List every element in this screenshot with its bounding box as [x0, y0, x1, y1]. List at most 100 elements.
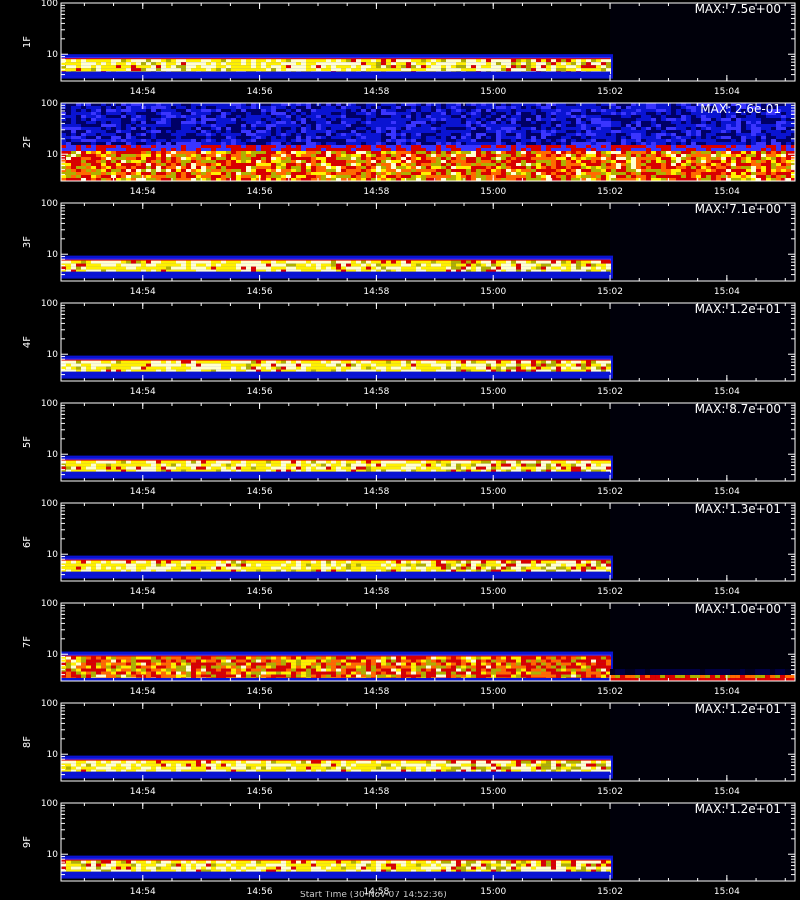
x-tick-label: 14:56 [247, 387, 273, 397]
x-tick-label: 14:58 [363, 287, 389, 297]
y-tick-label: 10 [47, 750, 59, 760]
y-axis-label: 8F [22, 736, 33, 748]
heatmap [61, 303, 795, 381]
y-axis-label: 5F [22, 436, 33, 448]
axes-frame [60, 402, 796, 482]
y-tick-label: 100 [41, 299, 58, 309]
x-tick-label: 14:58 [363, 687, 389, 697]
x-tick-label: 15:02 [597, 87, 623, 97]
heatmap [61, 703, 795, 781]
panel-9f: 10 100 14:54 14:56 14:58 15:00 15:02 15:04 9F MAX… [22, 799, 796, 897]
x-tick-label: 15:02 [597, 487, 623, 497]
panel-5f: 10 100 14:54 14:56 14:58 15:00 15:02 15:04 5F MAX… [22, 399, 796, 497]
y-tick-label: 10 [47, 850, 59, 860]
y-axis-label: 4F [22, 336, 33, 348]
x-tick-label: 14:56 [247, 87, 273, 97]
heatmap [61, 203, 795, 281]
heatmap [61, 403, 795, 481]
x-tick-label: 15:02 [597, 687, 623, 697]
y-tick-label: 10 [47, 50, 59, 60]
y-tick-label: 100 [41, 499, 58, 509]
x-tick-label: 14:54 [130, 787, 156, 797]
x-tick-label: 14:56 [247, 587, 273, 597]
axes-frame [60, 302, 796, 382]
x-tick-label: 15:02 [597, 187, 623, 197]
x-tick-label: 15:02 [597, 387, 623, 397]
y-axis-label: 9F [22, 836, 33, 848]
y-axis-label: 6F [22, 536, 33, 548]
max-label: MAX: 1.0e+00 [695, 602, 781, 616]
axes-frame [60, 102, 796, 182]
panel-1f: 10 100 14:54 14:56 14:58 15:00 15:02 15:04 1F MAX… [22, 0, 796, 97]
y-tick-label: 100 [41, 199, 58, 209]
max-label: MAX: 8.7e+00 [695, 402, 781, 416]
x-tick-label: 15:00 [480, 487, 506, 497]
y-tick-label: 100 [41, 799, 58, 809]
x-tick-label: 15:04 [714, 487, 740, 497]
y-tick-label: 10 [47, 250, 59, 260]
heatmap [61, 603, 795, 681]
x-tick-label: 15:04 [714, 287, 740, 297]
max-label: MAX: 7.1e+00 [695, 202, 781, 216]
x-tick-label: 15:00 [480, 787, 506, 797]
x-tick-label: 15:04 [714, 187, 740, 197]
x-tick-label: 14:56 [247, 187, 273, 197]
x-tick-label: 15:00 [480, 687, 506, 697]
heatmap [61, 103, 795, 181]
y-tick-label: 100 [41, 99, 58, 109]
x-tick-label: 15:02 [597, 287, 623, 297]
panel-2f: 10 100 14:54 14:56 14:58 15:00 15:02 15:04 2F MAX… [22, 99, 796, 197]
x-tick-label: 15:04 [714, 87, 740, 97]
heatmap [61, 3, 795, 81]
panel-6f: 10 100 14:54 14:56 14:58 15:00 15:02 15:04 6F MAX… [22, 499, 796, 597]
axes-frame [60, 602, 796, 682]
y-tick-label: 100 [41, 0, 58, 9]
x-tick-label: 14:58 [363, 387, 389, 397]
x-tick-label: 14:56 [247, 787, 273, 797]
x-tick-label: 15:00 [480, 887, 506, 897]
x-tick-label: 14:58 [363, 587, 389, 597]
axes-frame [60, 502, 796, 582]
x-tick-label: 14:58 [363, 487, 389, 497]
x-tick-label: 14:54 [130, 587, 156, 597]
x-tick-label: 14:54 [130, 887, 156, 897]
x-tick-label: 14:54 [130, 487, 156, 497]
heatmap [61, 803, 795, 881]
x-tick-label: 15:00 [480, 87, 506, 97]
axes-frame [60, 802, 796, 882]
x-tick-label: 14:58 [363, 87, 389, 97]
panel-8f: 10 100 14:54 14:56 14:58 15:00 15:02 15:04 8F MAX… [22, 699, 796, 797]
y-axis-label: 7F [22, 636, 33, 648]
x-tick-label: 15:00 [480, 387, 506, 397]
x-tick-label: 14:58 [363, 787, 389, 797]
x-tick-label: 14:58 [363, 887, 389, 897]
axes-frame [60, 702, 796, 782]
y-tick-label: 10 [47, 350, 59, 360]
bottom-caption: Start Time (30-Nov-07 14:52:36) [300, 891, 447, 900]
y-axis-label: 1F [22, 36, 33, 48]
x-tick-label: 15:04 [714, 387, 740, 397]
y-tick-label: 100 [41, 699, 58, 709]
x-tick-label: 15:02 [597, 887, 623, 897]
x-tick-label: 15:04 [714, 887, 740, 897]
x-tick-label: 15:04 [714, 587, 740, 597]
x-tick-label: 14:54 [130, 287, 156, 297]
x-tick-label: 14:58 [363, 187, 389, 197]
panel-4f: 10 100 14:54 14:56 14:58 15:00 15:02 15:04 4F MAX… [22, 299, 796, 397]
y-tick-label: 10 [47, 150, 59, 160]
y-tick-label: 10 [47, 550, 59, 560]
x-tick-label: 14:56 [247, 687, 273, 697]
x-tick-label: 14:54 [130, 387, 156, 397]
x-tick-label: 15:04 [714, 787, 740, 797]
x-tick-label: 15:00 [480, 287, 506, 297]
x-tick-label: 15:02 [597, 587, 623, 597]
x-tick-label: 14:56 [247, 887, 273, 897]
x-tick-label: 14:54 [130, 87, 156, 97]
max-label: MAX: 1.2e+01 [695, 802, 781, 816]
x-tick-label: 14:56 [247, 487, 273, 497]
axes-frame [60, 202, 796, 282]
x-tick-label: 15:00 [480, 587, 506, 597]
panel-7f: 10 100 14:54 14:56 14:58 15:00 15:02 15:04 7F MAX… [22, 599, 796, 697]
x-tick-label: 14:56 [247, 287, 273, 297]
